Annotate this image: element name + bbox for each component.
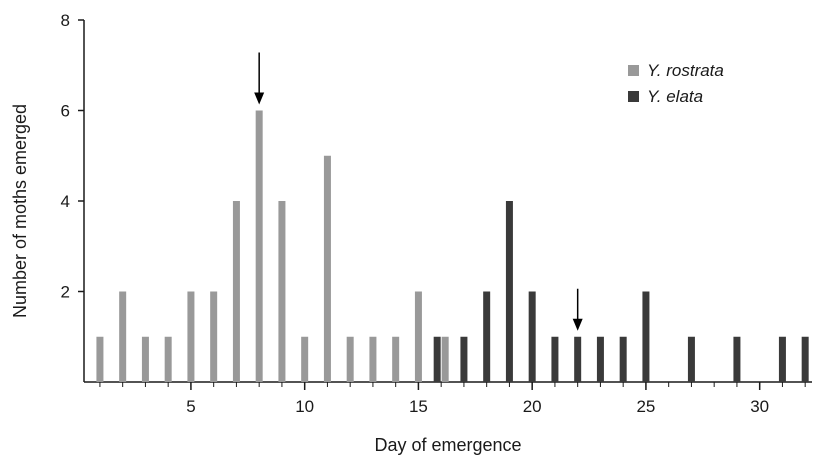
bar-rostrata [96,336,104,382]
x-tick-label: 15 [409,397,428,416]
x-tick-label: 10 [295,397,314,416]
bar-elata [460,336,468,382]
arrow-head [572,318,583,331]
bar-rostrata [232,201,240,382]
bar-elata [528,291,536,382]
bar-rostrata [301,336,309,382]
bar-elata [505,201,513,382]
y-tick-label: 4 [61,192,70,211]
bar-rostrata [187,291,195,382]
y-axis-title: Number of moths emerged [10,104,30,318]
x-tick-label: 5 [186,397,195,416]
bar-rostrata [441,336,449,382]
y-tick-label: 8 [61,11,70,30]
bar-rostrata [278,201,286,382]
bars [96,110,809,382]
y-tick-label: 6 [61,102,70,121]
bar-rostrata [210,291,218,382]
bar-elata [642,291,650,382]
arrow-head [254,92,265,105]
bar-rostrata [255,110,263,382]
bar-elata [778,336,786,382]
bar-elata [596,336,604,382]
bar-elata [551,336,559,382]
x-axis-title: Day of emergence [374,435,521,455]
y-axis: 2 4 6 8 [61,11,85,382]
legend: Y. rostrata Y. elata [628,61,724,106]
bar-rostrata [119,291,127,382]
x-axis: 5 10 15 20 25 30 [84,381,812,416]
bar-rostrata [369,336,377,382]
bar-rostrata [164,336,172,382]
annotation-arrows [254,52,583,331]
legend-swatch [628,91,639,102]
x-tick-label: 30 [750,397,769,416]
bar-elata [733,336,741,382]
legend-label: Y. elata [647,87,703,106]
bar-elata [619,336,627,382]
bar-elata [574,336,582,382]
bar-elata [687,336,695,382]
x-tick-label: 25 [636,397,655,416]
bar-elata [801,336,809,382]
bar-rostrata [141,336,149,382]
bar-rostrata [346,336,354,382]
legend-label: Y. rostrata [647,61,724,80]
x-tick-label: 20 [523,397,542,416]
bar-rostrata [392,336,400,382]
bar-rostrata [414,291,422,382]
y-tick-label: 2 [61,283,70,302]
bar-elata [483,291,491,382]
bar-elata [433,336,441,382]
bar-rostrata [323,155,331,382]
legend-swatch [628,65,639,76]
